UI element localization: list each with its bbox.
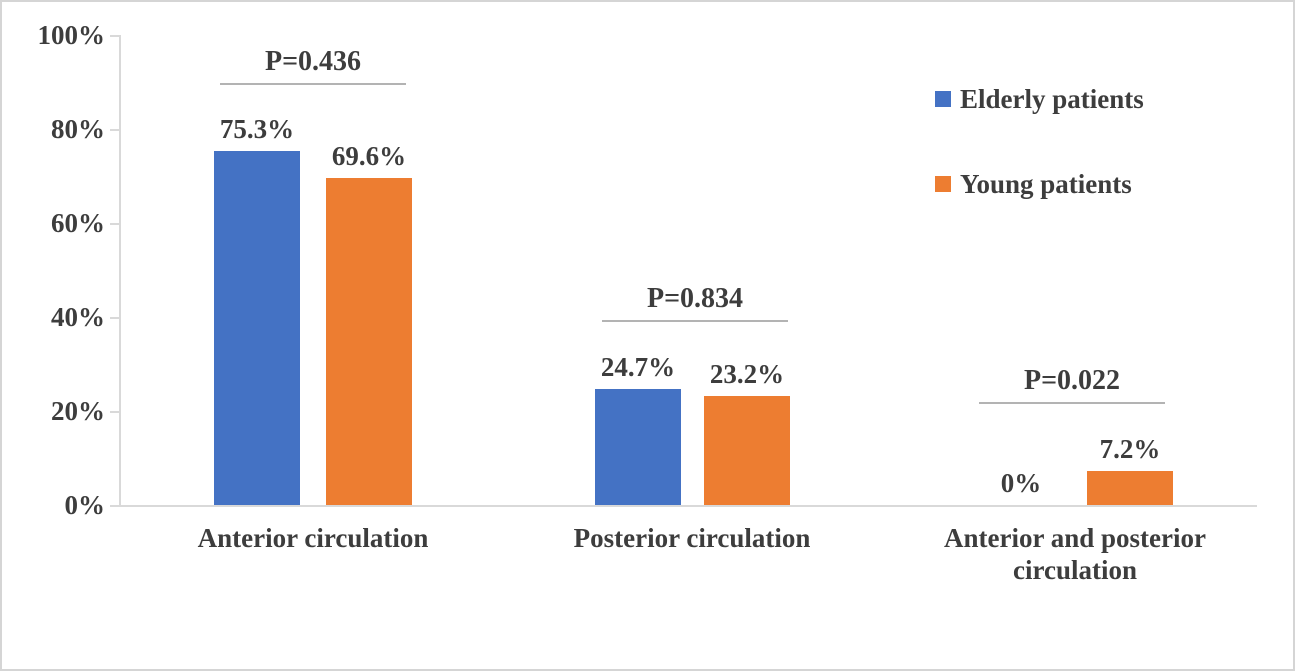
bar-column-elderly-anterior: 75.3% bbox=[214, 114, 300, 505]
bar-young-anterior-posterior bbox=[1087, 471, 1173, 505]
y-axis-tick-label: 20% bbox=[51, 396, 105, 426]
y-tick-mark bbox=[110, 129, 119, 131]
p-value-annotation-anterior-posterior: P=0.022 bbox=[972, 364, 1172, 404]
legend-swatch-young bbox=[935, 176, 951, 192]
bar-elderly-anterior bbox=[214, 151, 300, 505]
y-axis-tick-label: 80% bbox=[51, 114, 105, 144]
comparison-line bbox=[220, 83, 406, 85]
bar-value-label: 75.3% bbox=[219, 114, 295, 145]
p-value-text: P=0.022 bbox=[1023, 365, 1121, 396]
y-axis-tick-label: 0% bbox=[64, 490, 106, 520]
bar-column-elderly-posterior: 24.7% bbox=[595, 352, 681, 505]
category-label-anterior: Anterior circulation bbox=[197, 523, 429, 553]
bar-column-young-anterior: 69.6% bbox=[326, 141, 412, 505]
y-tick-mark bbox=[110, 505, 119, 507]
x-axis-line bbox=[119, 505, 1257, 507]
bar-elderly-posterior bbox=[595, 388, 681, 505]
y-tick-mark bbox=[110, 317, 119, 319]
legend-item-young: Young patients bbox=[935, 169, 1132, 199]
p-value-text: P=0.834 bbox=[646, 283, 744, 314]
legend-label: Young patients bbox=[960, 169, 1132, 199]
y-axis-line bbox=[119, 35, 121, 507]
legend-item-elderly: Elderly patients bbox=[935, 84, 1144, 114]
legend-label: Elderly patients bbox=[960, 84, 1144, 114]
bar-value-label: 24.7% bbox=[600, 351, 676, 382]
legend-swatch-elderly bbox=[935, 91, 951, 107]
bar-value-label: 0% bbox=[1000, 468, 1042, 498]
bar-column-young-anterior-posterior: 7.2% bbox=[1087, 434, 1173, 505]
bar-young-anterior bbox=[326, 177, 412, 505]
bar-value-label: 23.2% bbox=[709, 359, 785, 389]
y-tick-mark bbox=[110, 223, 119, 225]
bar-value-label: 7.2% bbox=[1099, 434, 1161, 465]
comparison-line bbox=[602, 320, 788, 322]
bar-young-posterior bbox=[704, 396, 790, 505]
y-axis-tick-label: 60% bbox=[51, 208, 105, 238]
bar-column-young-posterior: 23.2% bbox=[704, 359, 790, 505]
y-tick-mark bbox=[110, 411, 119, 413]
y-axis-tick-label: 100% bbox=[37, 20, 106, 50]
y-tick-mark bbox=[110, 35, 119, 37]
y-axis-tick-label: 40% bbox=[51, 302, 105, 332]
bar-column-elderly-anterior-posterior: 0% bbox=[978, 468, 1064, 505]
p-value-annotation-posterior: P=0.834 bbox=[595, 282, 795, 322]
comparison-line bbox=[979, 402, 1165, 404]
plot-area: P=0.436 P=0.834 P=0.022 75.3% 69.6% 24.7… bbox=[119, 35, 1257, 505]
p-value-text: P=0.436 bbox=[264, 46, 362, 77]
category-label-posterior: Posterior circulation bbox=[573, 523, 811, 553]
category-label-anterior-posterior: Anterior and posterior circulation bbox=[944, 523, 1206, 585]
bar-value-label: 69.6% bbox=[331, 140, 407, 171]
p-value-annotation-anterior: P=0.436 bbox=[213, 45, 413, 85]
